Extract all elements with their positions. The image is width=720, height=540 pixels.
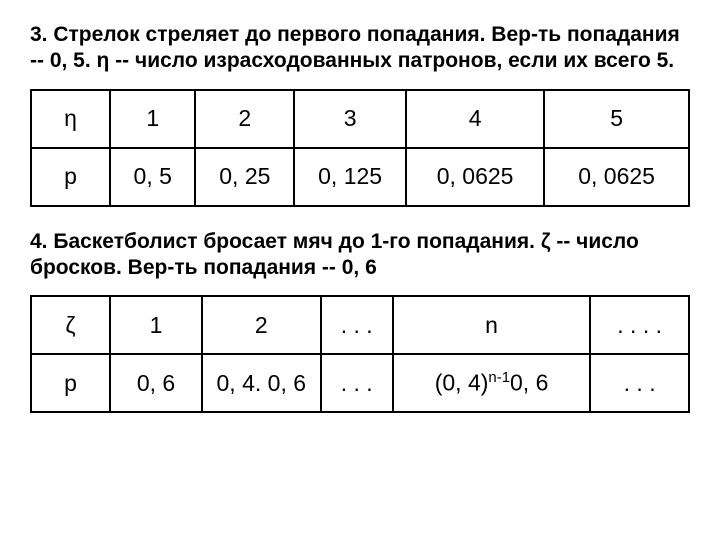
cell-eta-label: η: [31, 90, 110, 148]
problem-4-table: ζ 1 2 . . . n . . . . p 0, 6 0, 4. 0, 6 …: [30, 295, 690, 413]
table-row: η 1 2 3 4 5: [31, 90, 689, 148]
cell-value: 2: [195, 90, 294, 148]
cell-value: 0, 0625: [544, 148, 689, 206]
cell-value: 0, 0625: [406, 148, 544, 206]
problem-3-text: 3. Стрелок стреляет до первого попадания…: [30, 22, 690, 75]
formula-sup: n-1: [488, 369, 510, 386]
cell-value: n: [393, 296, 590, 354]
cell-p-label: p: [31, 354, 110, 412]
formula-prefix: (0, 4): [435, 370, 489, 396]
cell-value: 0, 125: [294, 148, 406, 206]
problem-3-table: η 1 2 3 4 5 p 0, 5 0, 25 0, 125 0, 0625 …: [30, 89, 690, 207]
cell-value: 5: [544, 90, 689, 148]
cell-ellipsis: . . .: [590, 354, 689, 412]
table-row: p 0, 6 0, 4. 0, 6 . . . (0, 4)n-10, 6 . …: [31, 354, 689, 412]
cell-ellipsis: . . .: [321, 296, 393, 354]
table-row: p 0, 5 0, 25 0, 125 0, 0625 0, 0625: [31, 148, 689, 206]
cell-value: 0, 4. 0, 6: [202, 354, 320, 412]
cell-ellipsis: . . . .: [590, 296, 689, 354]
cell-formula: (0, 4)n-10, 6: [393, 354, 590, 412]
cell-ellipsis: . . .: [321, 354, 393, 412]
problem-4-text: 4. Баскетболист бросает мяч до 1-го попа…: [30, 229, 690, 282]
cell-value: 2: [202, 296, 320, 354]
cell-value: 0, 25: [195, 148, 294, 206]
formula-suffix: 0, 6: [510, 370, 548, 396]
cell-value: 0, 6: [110, 354, 202, 412]
cell-zeta-label: ζ: [31, 296, 110, 354]
table-row: ζ 1 2 . . . n . . . .: [31, 296, 689, 354]
cell-value: 0, 5: [110, 148, 196, 206]
cell-value: 4: [406, 90, 544, 148]
cell-p-label: p: [31, 148, 110, 206]
cell-value: 1: [110, 296, 202, 354]
cell-value: 1: [110, 90, 196, 148]
cell-value: 3: [294, 90, 406, 148]
